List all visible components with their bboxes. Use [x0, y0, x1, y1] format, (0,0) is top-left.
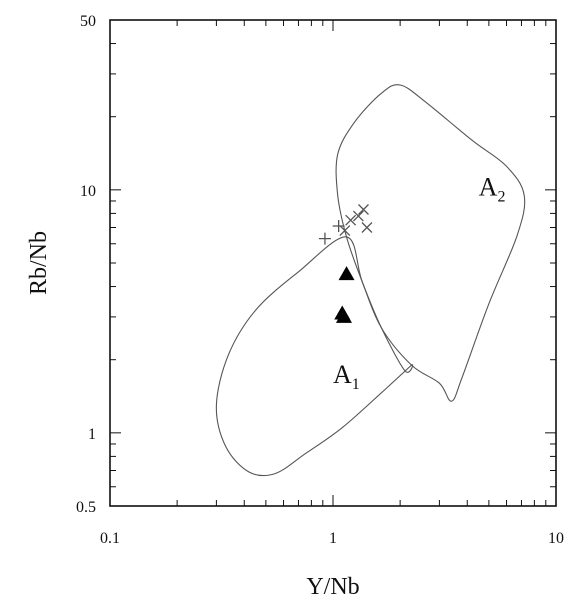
- x-marker: [345, 214, 357, 226]
- y-axis-label: Rb/Nb: [26, 231, 52, 295]
- discrimination-fields: A1 A2: [215, 84, 526, 477]
- plus-marker: [318, 232, 331, 245]
- plus-marker: [332, 219, 345, 232]
- x-tick-label: 1: [329, 530, 337, 547]
- tick-labels: 0.1 1 10 0.5 1 10 50: [76, 13, 564, 547]
- x-marker: [339, 225, 351, 237]
- field-2-label: A2: [479, 172, 506, 205]
- plot-frame: [109, 19, 557, 507]
- x-tick-label: 0.1: [100, 530, 120, 547]
- x-tick-label: 10: [548, 530, 564, 547]
- axis-ticks: [109, 19, 556, 507]
- field-1-outline: [215, 236, 414, 477]
- triangle-marker: [338, 266, 355, 281]
- y-tick-label: 1: [88, 426, 96, 443]
- x-marker: [352, 210, 364, 222]
- triangle-marker: [335, 308, 352, 323]
- y-tick-label: 0.5: [76, 499, 96, 516]
- data-points: [318, 204, 373, 323]
- y-tick-label: 50: [80, 13, 96, 30]
- field-2-outline: [335, 84, 526, 402]
- x-marker: [358, 204, 369, 215]
- x-marker: [361, 222, 373, 233]
- field-1-label: A1: [333, 360, 360, 393]
- x-axis-label: Y/Nb: [306, 574, 359, 600]
- y-tick-label: 10: [80, 183, 96, 200]
